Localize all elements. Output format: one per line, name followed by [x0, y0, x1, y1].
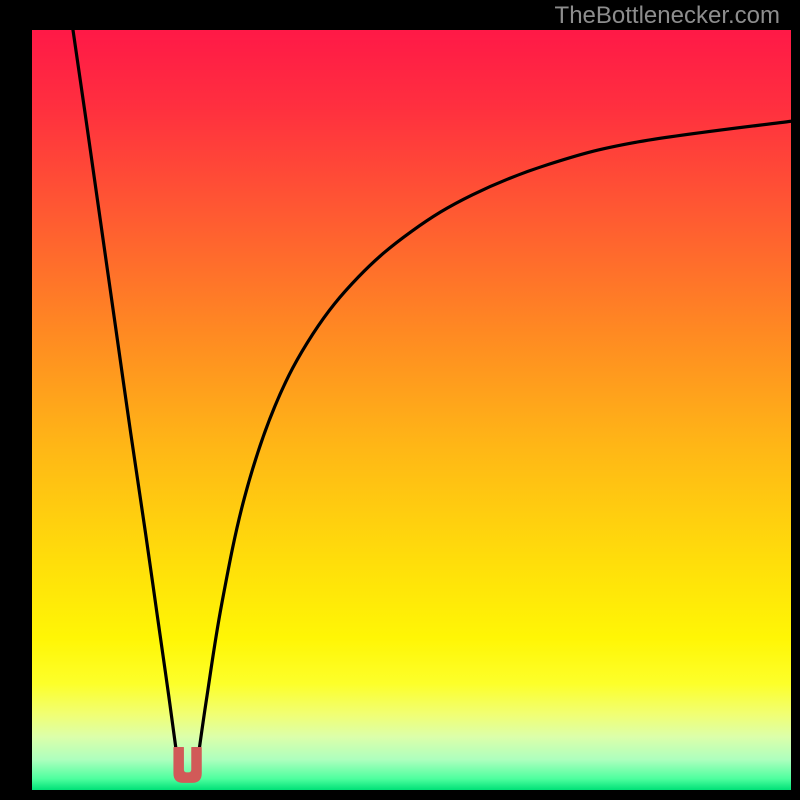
gradient-background	[32, 30, 791, 790]
plot-svg	[32, 30, 791, 790]
watermark-text: TheBottlenecker.com	[555, 2, 780, 30]
plot-area	[32, 30, 791, 790]
